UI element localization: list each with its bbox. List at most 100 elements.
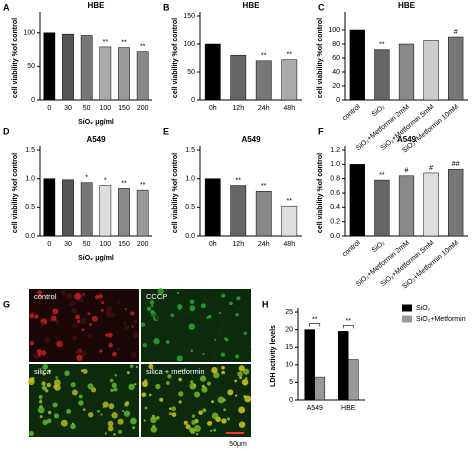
cell: [53, 413, 60, 419]
x-tick-label: control: [341, 103, 362, 122]
cell: [199, 375, 207, 382]
cell: [130, 311, 135, 316]
y-tick-label: 1.0: [330, 161, 340, 168]
cell: [241, 344, 246, 349]
y-tick-label: 0: [336, 97, 340, 104]
bar: [230, 185, 247, 237]
cell: [134, 335, 138, 338]
x-tick-label: 30: [64, 105, 72, 112]
bar: [99, 46, 112, 101]
cell: [81, 350, 87, 357]
cell: [37, 290, 43, 295]
significance: **: [103, 39, 109, 46]
y-tick-label: 1.5: [185, 147, 195, 154]
cell: [216, 342, 219, 346]
cell: [213, 428, 217, 432]
x-tick-label: 150: [118, 105, 130, 112]
cell: [47, 410, 52, 415]
cell: [107, 332, 113, 338]
bar: [136, 189, 149, 237]
cell: [174, 332, 177, 335]
cell: [38, 394, 43, 399]
micrograph: [140, 288, 252, 362]
cell: [185, 424, 191, 430]
bar: [62, 179, 74, 237]
cell: [226, 417, 231, 421]
significance: **: [287, 198, 293, 205]
cell: [66, 408, 72, 414]
cell: [28, 430, 34, 437]
cell: [55, 376, 59, 379]
cell: [194, 425, 201, 432]
significance: **: [236, 177, 242, 184]
cell: [238, 421, 246, 428]
cell: [193, 384, 196, 387]
cell: [70, 382, 76, 388]
cell: [168, 331, 173, 336]
cell: [221, 370, 225, 375]
cell: [154, 313, 162, 321]
cell: [44, 337, 51, 343]
cell: [190, 380, 194, 384]
cell: [200, 303, 206, 309]
legend-swatch: [402, 315, 412, 323]
cell: [188, 323, 195, 330]
bar: [99, 185, 112, 237]
cell: [202, 297, 208, 303]
cell: [140, 322, 146, 327]
cell: [45, 389, 49, 393]
legend-swatch: [402, 304, 412, 312]
cell: [229, 301, 233, 306]
bar: [337, 331, 349, 401]
cell: [149, 300, 155, 305]
cell: [39, 415, 43, 418]
cell: [166, 292, 171, 297]
image-tile: [141, 364, 251, 437]
cell: [191, 420, 197, 425]
micrograph: [28, 364, 139, 437]
cell: [168, 407, 172, 411]
cell: [105, 306, 113, 313]
cell: [123, 321, 127, 326]
cell: [129, 364, 134, 368]
cell: [244, 395, 252, 403]
panel-title: HBE: [398, 1, 416, 10]
significance: **: [121, 39, 127, 46]
bar: [348, 359, 359, 401]
cell: [176, 291, 180, 295]
cell: [117, 418, 124, 425]
cell: [92, 315, 98, 322]
y-tick-label: 5: [289, 379, 293, 386]
bar: [80, 182, 93, 237]
bar: [43, 32, 56, 101]
cell: [95, 294, 100, 299]
y-axis-label: cell viability %of control: [172, 18, 179, 98]
cell: [113, 433, 116, 436]
bar: [314, 376, 326, 401]
cell: [37, 353, 42, 357]
y-tick-label: 0.4: [330, 204, 340, 211]
panel-title: A549: [86, 135, 106, 144]
y-tick-label: 20: [285, 326, 293, 333]
bar: [204, 43, 221, 101]
panel-title: A549: [241, 135, 261, 144]
x-tick-label: 200: [137, 241, 149, 248]
cell: [40, 321, 45, 327]
cell: [178, 377, 182, 382]
cell: [144, 326, 148, 330]
x-tick-label: HBE: [341, 405, 356, 412]
cell: [142, 332, 145, 336]
cell: [202, 352, 205, 356]
cell: [217, 396, 225, 404]
bar: [204, 178, 221, 237]
cell: [111, 412, 118, 419]
cell: [143, 419, 146, 422]
cell: [165, 340, 170, 344]
cell: [38, 294, 42, 298]
cell: [242, 330, 245, 334]
cell: [122, 410, 125, 413]
cell: [148, 393, 152, 397]
cell: [76, 354, 83, 361]
micrograph: [29, 289, 140, 362]
